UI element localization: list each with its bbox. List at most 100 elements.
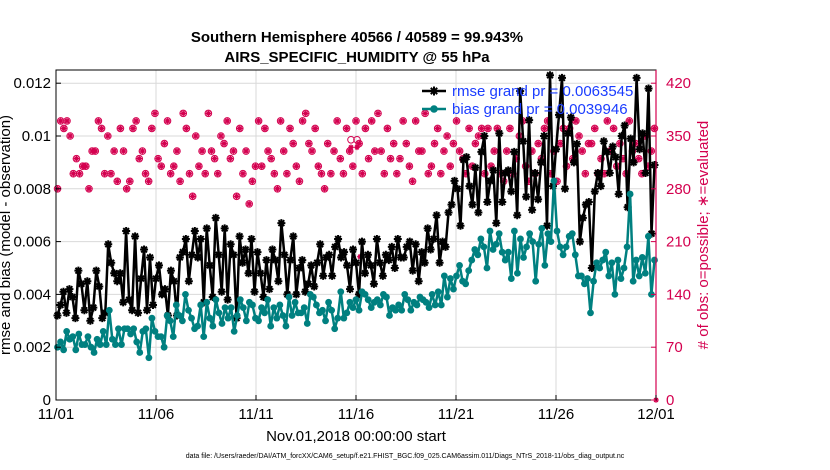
bias-point [651, 256, 658, 264]
rmse-point [456, 221, 465, 230]
rmse-point [605, 168, 614, 177]
rmse-point [304, 279, 313, 288]
possible-obs-marker [110, 147, 118, 155]
rmse-point [298, 256, 307, 265]
bias-point [581, 280, 588, 288]
rmse-point [608, 142, 617, 151]
evaluated-obs-marker [591, 125, 598, 132]
rmse-point [259, 293, 268, 302]
evaluated-obs-marker [214, 170, 221, 177]
rmse-point [289, 232, 298, 241]
evaluated-obs-marker [171, 163, 177, 169]
evaluated-obs-marker [208, 148, 215, 154]
possible-obs-marker [188, 192, 197, 201]
bias-point [239, 304, 247, 311]
rmse-point [116, 269, 125, 278]
rmse-point [465, 182, 474, 191]
bias-point [319, 306, 326, 314]
evaluated-obs-marker [309, 148, 315, 154]
rmse-point [543, 221, 552, 230]
evaluated-obs-marker [180, 110, 187, 117]
bias-point [486, 227, 494, 235]
rmse-point [226, 240, 235, 249]
rmse-point [301, 287, 310, 296]
bias-point [489, 246, 497, 253]
rmse-point [483, 198, 492, 206]
bias-point [355, 306, 363, 314]
obs-count-markers [53, 109, 659, 403]
rmse-point [181, 234, 190, 243]
bias-point [124, 325, 131, 333]
rmse-point [95, 282, 104, 291]
rmse-point [343, 261, 352, 270]
bias-point [349, 304, 357, 311]
rmse-point [146, 253, 155, 262]
evaluated-obs-marker [648, 148, 655, 154]
possible-obs-marker [245, 200, 253, 208]
bias-point [577, 272, 585, 280]
evaluated-obs-marker [368, 118, 375, 124]
legend-rmse-label: rmse grand pr = 0.0063545 [452, 83, 633, 100]
evaluated-obs-marker [287, 125, 293, 132]
possible-obs-marker [358, 169, 367, 178]
bias-point [111, 341, 119, 348]
evaluated-obs-marker [384, 125, 391, 132]
evaluated-obs-marker [579, 148, 585, 154]
bias-point [331, 325, 339, 333]
evaluated-obs-marker [127, 178, 133, 185]
chart-title: Southern Hemisphere 40566 / 40589 = 99.9… [191, 29, 523, 46]
bias-point [550, 177, 558, 185]
possible-obs-marker [179, 109, 188, 118]
evaluated-obs-marker [466, 125, 472, 132]
rmse-point [617, 132, 626, 140]
possible-obs-marker [317, 169, 326, 178]
rmse-point [71, 314, 80, 323]
rmse-point [537, 158, 546, 167]
bias-point [233, 312, 241, 319]
evaluated-obs-marker [101, 170, 108, 177]
bias-point [300, 304, 308, 311]
evaluated-obs-marker [211, 155, 218, 162]
y-tick-label: 0.002 [13, 339, 51, 356]
bias-point [587, 309, 594, 317]
possible-obs-marker [126, 177, 134, 186]
possible-obs-marker [433, 124, 442, 133]
evaluated-obs-marker [64, 118, 70, 124]
possible-obs-marker [267, 154, 275, 163]
rmse-point [328, 271, 337, 280]
evaluated-obs-marker [290, 140, 296, 147]
evaluated-obs-marker [438, 170, 444, 177]
evaluated-obs-marker [434, 125, 441, 132]
rmse-point [528, 205, 537, 214]
evaluated-obs-marker [142, 170, 149, 177]
possible-obs-marker [289, 139, 297, 148]
bias-point [261, 309, 269, 317]
bias-point [81, 341, 89, 348]
possible-obs-marker [330, 147, 338, 155]
rmse-point [363, 250, 372, 259]
possible-obs-marker [364, 154, 373, 163]
rmse-point [334, 234, 343, 243]
evaluated-obs-marker [463, 170, 469, 177]
evaluated-obs-marker [224, 118, 231, 124]
possible-obs-marker [295, 177, 304, 186]
evaluated-obs-marker [76, 170, 83, 177]
evaluated-obs-marker [139, 148, 146, 154]
bias-point [288, 312, 296, 319]
evaluated-obs-marker [243, 148, 249, 154]
rmse-point [74, 266, 83, 275]
rmse-point [423, 224, 432, 233]
evaluated-obs-marker [617, 140, 623, 147]
bias-point [340, 314, 348, 322]
rmse-point [554, 110, 563, 119]
possible-obs-marker [361, 124, 370, 133]
rmse-point [357, 237, 366, 246]
rmse-point [513, 211, 522, 220]
rmse-point [313, 258, 322, 267]
bias-point [273, 314, 281, 322]
y2-tick-label: 140 [666, 286, 691, 303]
evaluated-obs-marker [262, 125, 268, 132]
bias-point [434, 288, 442, 296]
bias-point [501, 256, 509, 264]
evaluated-obs-marker [390, 140, 397, 147]
